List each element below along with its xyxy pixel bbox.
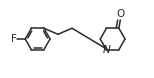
Text: N: N <box>103 45 110 55</box>
Text: O: O <box>116 9 124 19</box>
Text: F: F <box>11 34 17 44</box>
